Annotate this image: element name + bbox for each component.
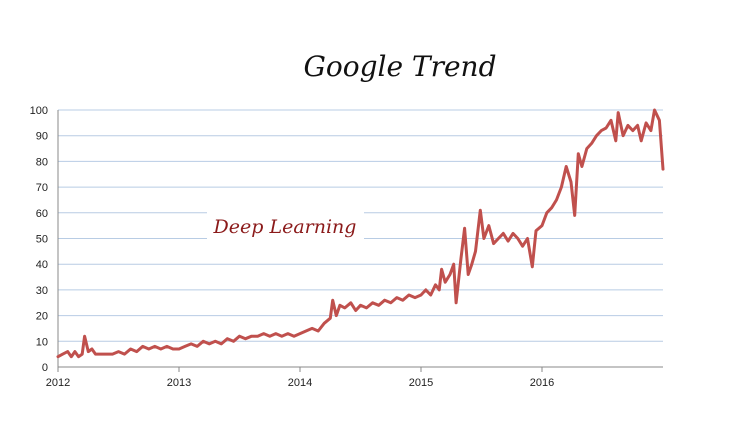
x-tick-label: 2014 — [288, 377, 312, 389]
x-tick-label: 2015 — [409, 377, 433, 389]
annotation-background — [207, 210, 364, 242]
y-tick-label: 60 — [36, 208, 48, 220]
y-tick-label: 40 — [36, 259, 48, 271]
series-annotation: Deep Learning — [213, 216, 357, 238]
y-axis-ticks: 0 10 20 30 40 50 60 70 80 90 100 — [30, 105, 48, 374]
series-line-deep-learning — [56, 108, 665, 359]
chart-title: Google Trend — [303, 50, 496, 83]
y-tick-label: 0 — [42, 362, 48, 374]
y-tick-label: 90 — [36, 131, 48, 143]
y-tick-label: 50 — [36, 234, 48, 246]
y-tick-label: 30 — [36, 285, 48, 297]
x-axis-ticks: 2012 2013 2014 2015 2016 — [46, 367, 554, 389]
y-tick-label: 80 — [36, 156, 48, 168]
y-tick-label: 10 — [36, 336, 48, 348]
y-tick-label: 70 — [36, 182, 48, 194]
y-tick-label: 100 — [30, 105, 48, 117]
x-tick-label: 2013 — [167, 377, 191, 389]
axes — [57, 110, 663, 368]
x-tick-label: 2012 — [46, 377, 70, 389]
y-tick-label: 20 — [36, 311, 48, 323]
x-tick-label: 2016 — [530, 377, 554, 389]
